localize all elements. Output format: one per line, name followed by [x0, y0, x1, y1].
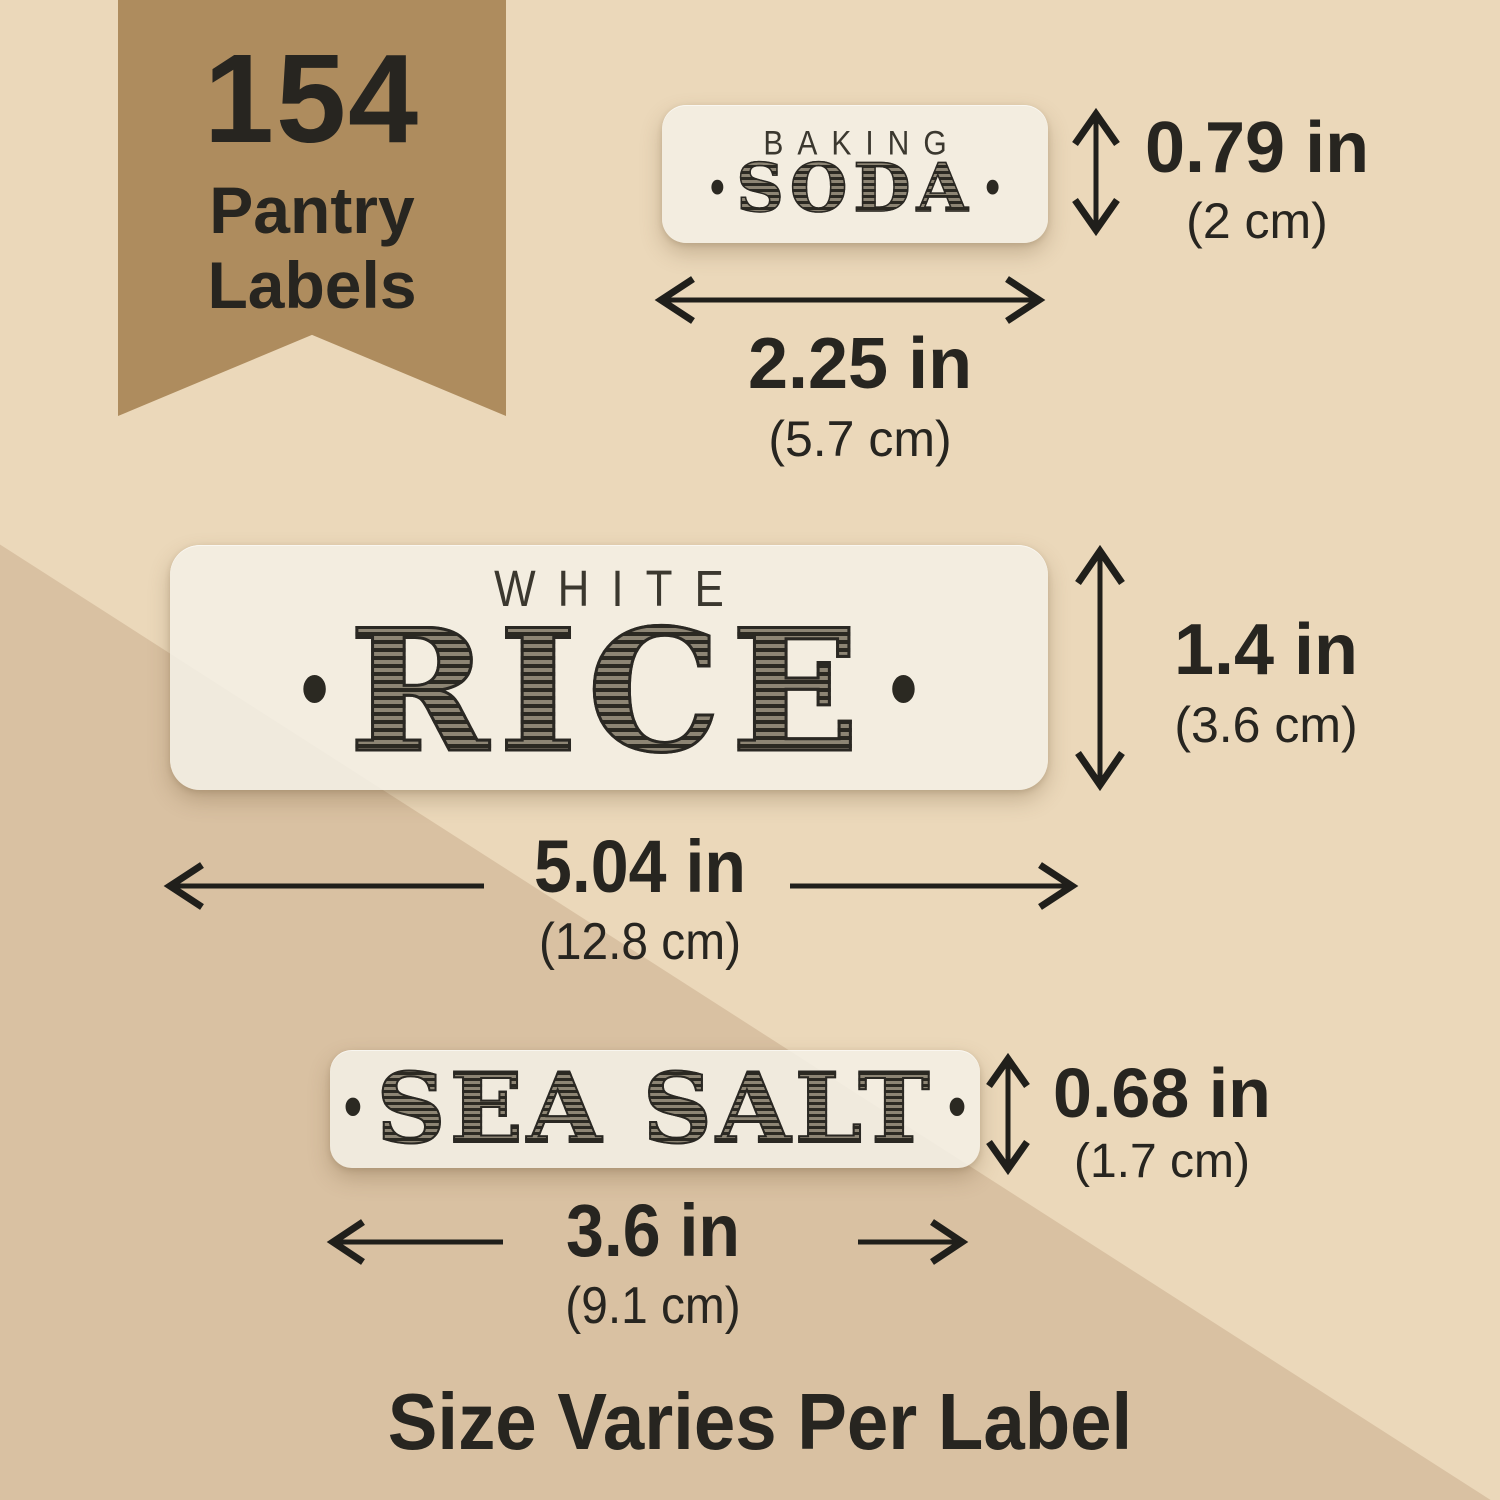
- rice-width-value: 5.04 in: [534, 825, 746, 908]
- salt-width-arrow-left-icon: [325, 1214, 503, 1270]
- salt-height-arrow-icon: [982, 1052, 1034, 1176]
- salt-label-name: SEA SALT: [375, 1051, 934, 1165]
- soda-height-value: 0.79 in: [1144, 108, 1370, 188]
- badge-title-line1: Pantry: [209, 173, 415, 247]
- soda-label-name: SODA: [735, 149, 974, 228]
- baking-soda-label: BAKING • SODA •: [662, 105, 1048, 243]
- rice-label-name: RICE: [348, 591, 869, 790]
- soda-height-metric: (2 cm): [1186, 193, 1328, 249]
- rice-height-metric: (3.6 cm): [1174, 697, 1358, 753]
- rice-width-dimension: 5.04 in (12.8 cm): [450, 825, 830, 971]
- salt-height-metric: (1.7 cm): [1073, 1135, 1250, 1188]
- rice-width-arrow-right-icon: [790, 858, 1080, 914]
- rice-width-metric: (12.8 cm): [538, 913, 742, 971]
- salt-width-dimension: 3.6 in (9.1 cm): [508, 1189, 798, 1335]
- size-note: Size Varies Per Label: [387, 1377, 1133, 1466]
- rice-height-value: 1.4 in: [1173, 610, 1359, 690]
- soda-width-dimension: 2.25 in (5.7 cm): [695, 328, 1025, 464]
- badge-title-line2: Labels: [207, 248, 417, 323]
- soda-width-value: 2.25 in: [747, 324, 973, 404]
- salt-height-value: 0.68 in: [1053, 1054, 1271, 1132]
- rice-height-arrow-icon: [1070, 543, 1130, 793]
- salt-width-arrow-right-icon: [858, 1214, 970, 1270]
- salt-width-metric: (9.1 cm): [565, 1277, 741, 1335]
- white-rice-label: WHITE • RICE •: [170, 545, 1048, 790]
- ribbon-badge: 154 Pantry Labels: [118, 0, 506, 416]
- salt-height-dimension: 0.68 in (1.7 cm): [1022, 1058, 1302, 1186]
- soda-height-dimension: 0.79 in (2 cm): [1122, 112, 1392, 246]
- rice-label-subtitle: WHITE: [494, 561, 746, 618]
- sea-salt-label: • SEA SALT •: [330, 1050, 980, 1168]
- soda-height-arrow-icon: [1068, 106, 1124, 238]
- soda-width-arrow-icon: [653, 272, 1047, 328]
- soda-width-metric: (5.7 cm): [768, 411, 952, 467]
- rice-height-dimension: 1.4 in (3.6 cm): [1146, 614, 1386, 750]
- soda-label-subtitle: BAKING: [763, 124, 961, 163]
- salt-width-value: 3.6 in: [565, 1189, 741, 1272]
- rice-width-arrow-left-icon: [162, 858, 484, 914]
- badge-count: 154: [203, 28, 421, 169]
